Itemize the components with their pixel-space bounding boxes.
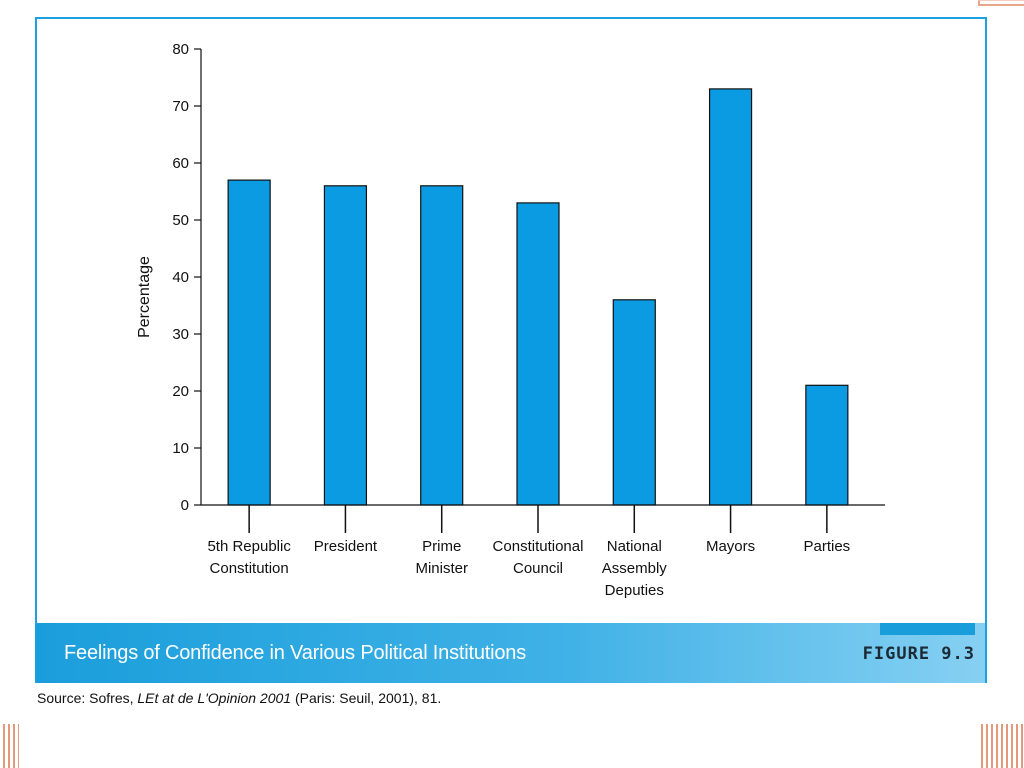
caption-band xyxy=(37,623,985,683)
source-prefix: Source: Sofres, xyxy=(37,690,138,706)
decorative-stripes-right xyxy=(981,724,1024,768)
y-tick-label: 80 xyxy=(172,41,189,58)
y-tick-label: 10 xyxy=(172,440,189,457)
caption-tab xyxy=(880,623,975,635)
x-axis-categories: 5th Republic Constitution President Prime Mi… xyxy=(207,505,850,599)
figure-number-label: FIGURE 9.3 xyxy=(862,644,975,664)
category-label: Minister xyxy=(415,560,468,577)
bars xyxy=(227,88,849,506)
bar xyxy=(323,185,368,506)
decorative-stripes-left xyxy=(3,724,19,768)
y-tick-label: 40 xyxy=(172,269,189,286)
source-work-title: LEt at de L'Opinion 2001 xyxy=(137,690,292,706)
category-label: Council xyxy=(513,560,563,577)
category-label: National xyxy=(607,538,662,555)
category-label: Constitution xyxy=(210,560,289,577)
source-suffix: (Paris: Seuil, 2001), 81. xyxy=(291,690,442,706)
y-axis-ticks: 0 10 20 30 40 50 60 70 80 xyxy=(172,41,201,514)
category-label: Prime xyxy=(422,538,461,555)
bar xyxy=(420,185,464,506)
bar-chart: 0 10 20 30 40 50 60 70 80 5th Republic Constituti… xyxy=(136,41,885,599)
category-label: 5th Republic xyxy=(207,538,291,555)
category-label: Assembly xyxy=(602,560,668,577)
y-axis-title: Percentage xyxy=(136,256,153,338)
category-label: Deputies xyxy=(605,582,664,599)
bar xyxy=(708,88,753,506)
y-tick-label: 20 xyxy=(172,383,189,400)
figure-frame: 0 10 20 30 40 50 60 70 80 5th Republic Constituti… xyxy=(35,17,987,683)
y-tick-label: 30 xyxy=(172,326,189,343)
y-tick-label: 0 xyxy=(181,497,189,514)
corner-accent-top-right xyxy=(978,0,1024,6)
category-label: Constitutional xyxy=(493,538,584,555)
source-citation: Source: Sofres, LEt at de L'Opinion 2001… xyxy=(37,690,441,706)
bar xyxy=(805,384,849,506)
bar xyxy=(612,299,656,506)
y-tick-label: 70 xyxy=(172,98,189,115)
bar xyxy=(516,202,560,506)
y-tick-label: 50 xyxy=(172,212,189,229)
bar xyxy=(227,179,271,506)
category-label: President xyxy=(314,538,378,555)
category-label: Mayors xyxy=(706,538,755,555)
category-label: Parties xyxy=(804,538,851,555)
figure-caption-title: Feelings of Confidence in Various Politi… xyxy=(64,642,527,664)
y-tick-label: 60 xyxy=(172,155,189,172)
